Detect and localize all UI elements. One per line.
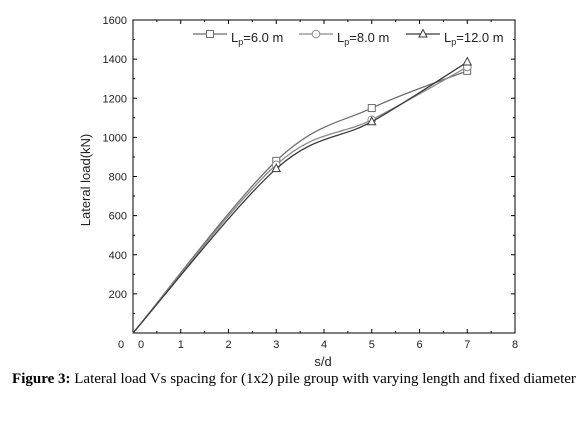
- plot-frame: [132, 19, 516, 334]
- data-point-triangle: [271, 163, 282, 173]
- legend: Lp=6.0 m Lp=8.0 m Lp=12.0 m: [193, 28, 504, 47]
- legend-label: Lp=8.0 m: [337, 30, 389, 47]
- x-axis-ticks: 0 1 2 3 4 5 6 7 8 0: [118, 20, 518, 351]
- series-line: [132, 66, 468, 334]
- y-tick-label: 1600: [103, 15, 127, 27]
- series-square: [132, 66, 472, 334]
- y-axis-ticks: 200 400 600 800 1000 1200 1400 1600: [103, 15, 515, 314]
- legend-marker-circle: [311, 29, 321, 39]
- y-tick-label: 1000: [103, 132, 127, 144]
- y-tick-label: 600: [109, 211, 127, 223]
- series-line: [132, 61, 468, 334]
- x-tick-label: 0: [138, 339, 144, 351]
- figure-caption: Figure 3: Lateral load Vs spacing for (1…: [0, 369, 588, 390]
- y-tick-label: 200: [109, 289, 127, 301]
- y-axis-title: Lateral load(kN): [78, 134, 93, 227]
- caption-label: Figure 3:: [12, 371, 71, 387]
- y-tick-label: 1400: [103, 54, 127, 66]
- x-tick-label: 6: [416, 339, 422, 351]
- legend-label: Lp=6.0 m: [231, 30, 283, 47]
- origin-label: 0: [118, 339, 124, 351]
- x-tick-label: 4: [321, 339, 327, 351]
- series-line: [132, 70, 468, 334]
- legend-marker-square: [206, 30, 214, 38]
- legend-marker-triangle: [418, 28, 428, 38]
- x-axis-title: s/d: [314, 354, 331, 368]
- y-tick-label: 1200: [103, 93, 127, 105]
- caption-text: Lateral load Vs spacing for (1x2) pile g…: [70, 371, 576, 387]
- x-tick-label: 3: [273, 339, 279, 351]
- chart: 200 400 600 800 1000 1200 1400 1600 0 1 2 3 4 5 6 7 80 …: [78, 15, 518, 368]
- legend-label: Lp=12.0 m: [444, 30, 504, 47]
- y-tick-label: 800: [109, 172, 127, 184]
- data-point-triangle: [462, 56, 473, 66]
- x-tick-label: 8: [512, 339, 518, 351]
- legend-item: Lp=8.0 m: [299, 29, 389, 47]
- x-tick-label: 2: [225, 339, 231, 351]
- x-tick-label: 5: [369, 339, 375, 351]
- series-circle: [132, 62, 472, 334]
- x-tick-label: 7: [464, 339, 470, 351]
- y-tick-label: 400: [109, 250, 127, 262]
- x-tick-label: 1: [178, 339, 184, 351]
- legend-item: Lp=12.0 m: [406, 28, 504, 47]
- series-triangle: [132, 56, 473, 334]
- data-point-triangle: [366, 116, 377, 126]
- plot-border: [132, 19, 516, 334]
- series-layer: [132, 56, 473, 334]
- data-point-square: [367, 104, 376, 113]
- legend-item: Lp=6.0 m: [193, 30, 283, 47]
